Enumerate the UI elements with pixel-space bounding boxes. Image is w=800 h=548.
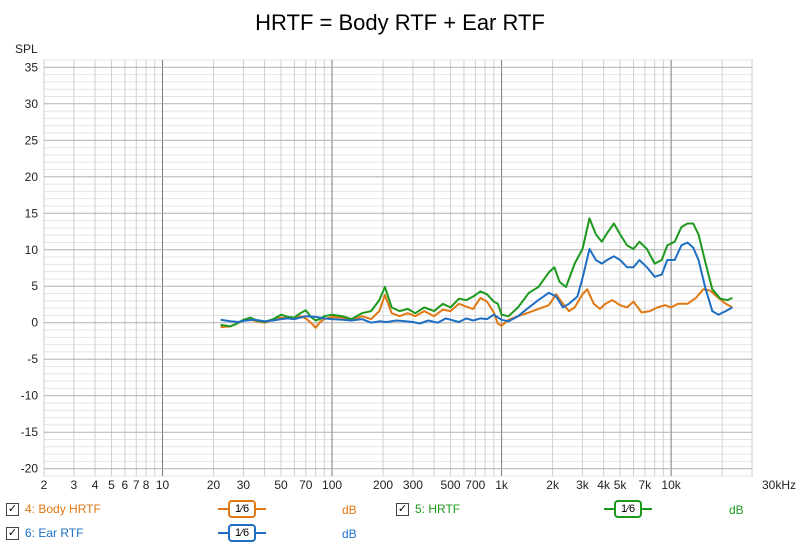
smoothing-value[interactable]: 1⁄6 [228,500,257,518]
x-tick-label: 7k [639,478,653,492]
smoothing-value[interactable]: 1⁄6 [228,524,257,542]
legend-item-hrtf[interactable]: ✓ 5: HRTF [396,499,460,519]
x-tick-label: 500 [441,478,461,492]
legend-item-body-hrtf[interactable]: ✓ 4: Body HRTF [6,499,101,519]
unit-body-hrtf: dB [342,503,357,517]
series-line-5-hrtf [220,217,733,328]
x-tick-label: 3 [71,478,78,492]
x-tick-label: 30 [237,478,251,492]
x-tick-label: 300 [403,478,423,492]
body-hrtf-checkbox[interactable]: ✓ [6,502,19,516]
y-tick-label: 0 [31,316,38,330]
unit-ear-rtf: dB [342,527,357,541]
x-tick-label: 30kHz [762,478,796,492]
y-tick-label: -5 [27,352,38,366]
legend-label-ear-rtf: 6: Ear RTF [25,526,84,540]
y-tick-label: 35 [25,60,39,74]
x-tick-label: 8 [143,478,150,492]
x-tick-label: 700 [465,478,485,492]
legend-item-ear-rtf[interactable]: ✓ 6: Ear RTF [6,523,83,543]
y-tick-label: 30 [25,97,39,111]
smoothing-swatch [256,532,267,534]
y-tick-label: -20 [21,462,39,476]
y-tick-label: 10 [25,243,39,257]
chart-title: HRTF = Body RTF + Ear RTF [255,10,545,35]
smoothing-value[interactable]: 1⁄6 [614,500,643,518]
x-tick-label: 6 [122,478,129,492]
x-tick-label: 200 [373,478,393,492]
x-tick-label: 10 [156,478,170,492]
x-tick-label: 1k [495,478,509,492]
smoothing-swatch [218,508,228,510]
smoothing-swatch [604,508,614,510]
x-tick-label: 4k [597,478,611,492]
x-tick-label: 7 [133,478,140,492]
unit-hrtf: dB [729,503,744,517]
x-tick-label: 2 [41,478,48,492]
smoothing-swatch [642,508,653,510]
y-tick-label: 15 [25,206,39,220]
legend-label-body-hrtf: 4: Body HRTF [25,502,101,516]
x-tick-label: 2k [546,478,560,492]
x-tick-label: 10k [661,478,681,492]
smoothing-swatch [256,508,267,510]
legend-label-hrtf: 5: HRTF [415,502,461,516]
series-line-6-ear-rtf [220,241,733,325]
x-tick-label: 50 [274,478,288,492]
y-tick-label: 5 [31,279,38,293]
x-tick-label: 20 [207,478,221,492]
x-tick-label: 100 [322,478,342,492]
y-tick-label: 25 [25,133,39,147]
smoothing-control-hrtf[interactable]: 1⁄6 [604,499,653,519]
y-axis-label: SPL [15,42,38,56]
x-tick-label: 70 [299,478,313,492]
smoothing-control-body-hrtf[interactable]: 1⁄6 [218,499,267,519]
x-tick-label: 5 [108,478,115,492]
plot-frame [43,59,753,477]
chart-area: HRTF = Body RTF + Ear RTF SPL 3530252015… [15,10,796,492]
x-tick-label: 5k [614,478,628,492]
smoothing-control-ear-rtf[interactable]: 1⁄6 [218,523,267,543]
ear-rtf-checkbox[interactable]: ✓ [6,526,19,540]
y-tick-label: -15 [21,425,39,439]
x-tick-label: 3k [576,478,590,492]
hrtf-checkbox[interactable]: ✓ [396,502,409,516]
y-tick-label: 20 [25,170,39,184]
x-tick-label: 4 [92,478,99,492]
smoothing-swatch [218,532,228,534]
y-tick-label: -10 [21,389,39,403]
